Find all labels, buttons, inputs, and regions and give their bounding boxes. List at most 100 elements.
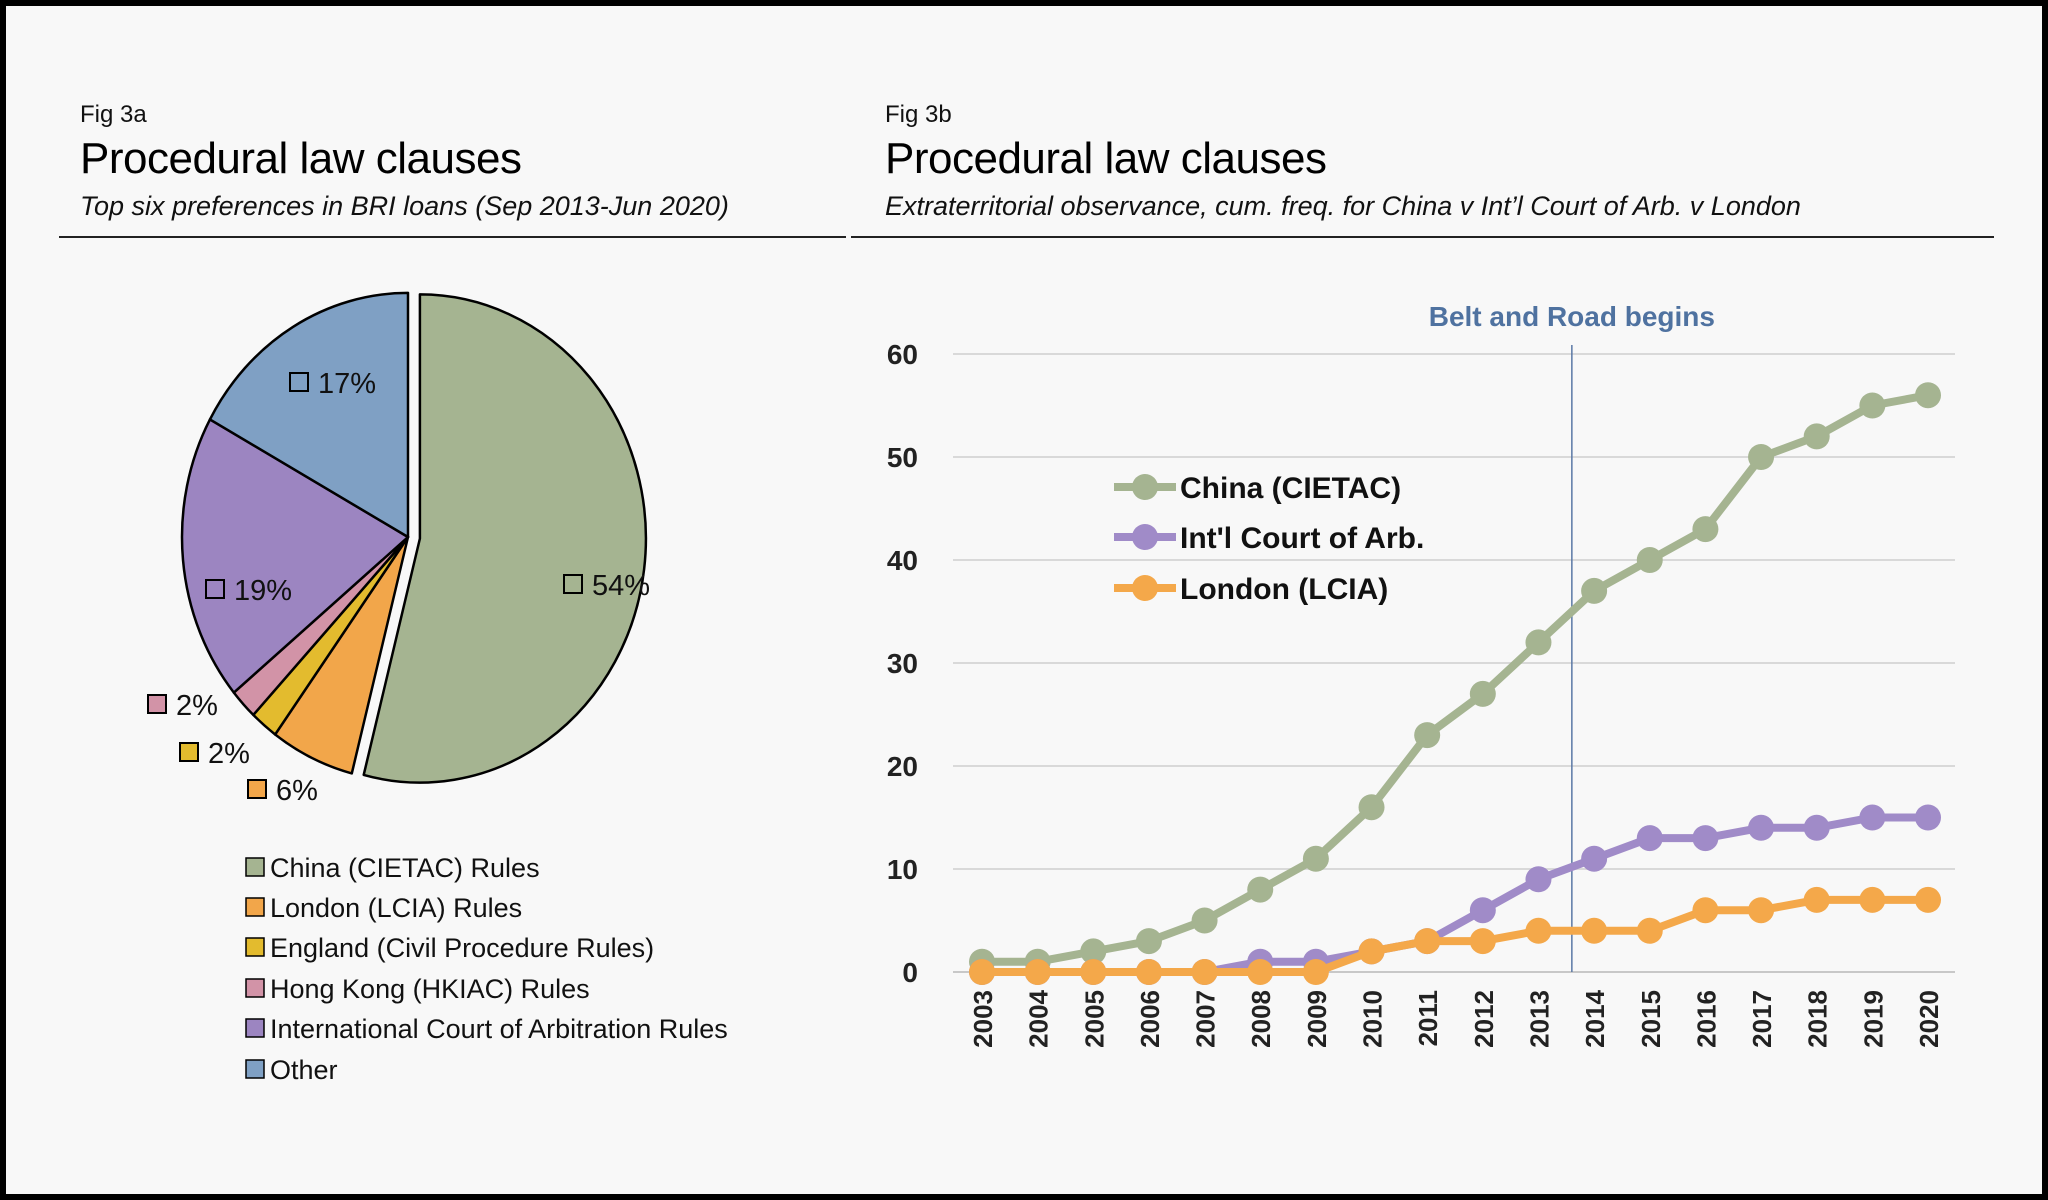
fig-3b-divider xyxy=(851,236,1994,238)
x-tick-label: 2008 xyxy=(1246,990,1276,1048)
data-point xyxy=(1525,629,1552,656)
pie-data-label: 19% xyxy=(234,575,292,607)
x-tick-label: 2012 xyxy=(1469,990,1499,1048)
data-point xyxy=(1469,680,1496,707)
x-tick-label: 2014 xyxy=(1580,989,1610,1047)
legend-entry: International Court of Arbitration Rules xyxy=(270,1014,728,1044)
data-point xyxy=(1525,866,1552,893)
data-label-swatch-icon xyxy=(147,694,167,714)
legend-swatch-icon xyxy=(245,1059,265,1079)
fig-3b-label: Fig 3b xyxy=(885,101,952,128)
data-point xyxy=(1915,804,1941,831)
x-tick-label: 2018 xyxy=(1803,990,1833,1048)
pie-data-label: 54% xyxy=(592,570,650,602)
legend-swatch-icon xyxy=(245,1018,265,1038)
y-tick-label: 10 xyxy=(887,854,918,885)
series-0 xyxy=(969,382,1941,975)
legend-swatch-icon xyxy=(245,857,265,877)
data-point xyxy=(1414,722,1441,749)
legend-entry: Int'l Court of Arb. xyxy=(1180,522,1424,555)
data-point xyxy=(1803,886,1830,913)
data-point xyxy=(1803,814,1830,841)
x-tick-label: 2017 xyxy=(1747,990,1777,1048)
data-point xyxy=(1247,876,1274,903)
legend-entry: England (Civil Procedure Rules) xyxy=(270,933,654,963)
x-tick-label: 2013 xyxy=(1524,990,1554,1048)
data-point xyxy=(1636,547,1663,573)
data-point xyxy=(1191,959,1218,985)
y-tick-label: 0 xyxy=(902,957,918,988)
data-point xyxy=(1080,938,1107,965)
data-point xyxy=(1803,423,1830,450)
data-point xyxy=(1748,897,1775,924)
data-point xyxy=(1915,382,1941,409)
data-point xyxy=(1692,516,1719,543)
x-tick-label: 2009 xyxy=(1302,990,1332,1048)
x-tick-label: 2015 xyxy=(1636,990,1666,1048)
fig-3a-title: Procedural law clauses xyxy=(80,134,522,183)
data-label-swatch-icon xyxy=(247,779,267,799)
data-label-swatch-icon xyxy=(289,372,309,392)
data-point xyxy=(1135,928,1162,955)
fig-3a-subtitle: Top six preferences in BRI loans (Sep 20… xyxy=(80,191,729,221)
data-point xyxy=(1191,907,1218,934)
x-tick-label: 2010 xyxy=(1358,990,1388,1048)
series-line xyxy=(982,391,1929,966)
x-tick-label: 2016 xyxy=(1691,990,1721,1048)
data-point xyxy=(1581,577,1608,604)
x-tick-label: 2020 xyxy=(1914,990,1944,1048)
legend-entry: China (CIETAC) xyxy=(1180,472,1401,505)
x-tick-label: 2004 xyxy=(1024,989,1054,1047)
legend-entry: London (LCIA) xyxy=(1180,573,1388,606)
data-point xyxy=(1636,825,1663,852)
data-point xyxy=(1358,794,1385,821)
data-point xyxy=(1080,959,1107,985)
pie-chart: 54% 6% 2% 2% 19% 17% xyxy=(147,291,650,807)
legend-swatch-icon xyxy=(245,937,265,957)
legend-entry: Other xyxy=(270,1055,338,1085)
data-label-swatch-icon xyxy=(205,579,225,599)
legend-marker-icon xyxy=(1132,524,1158,550)
pie-slice xyxy=(208,291,410,539)
data-label-swatch-icon xyxy=(563,574,583,594)
data-point xyxy=(1748,444,1775,470)
pie-data-label: 2% xyxy=(176,690,218,722)
pie-slice xyxy=(362,293,648,784)
data-point xyxy=(1525,917,1552,944)
data-point xyxy=(1859,392,1886,419)
legend-swatch-icon xyxy=(245,978,265,998)
data-point xyxy=(1581,845,1608,872)
data-point xyxy=(1915,886,1941,913)
pie-data-label: 2% xyxy=(208,738,250,770)
data-point xyxy=(1692,825,1719,852)
data-point xyxy=(1247,959,1274,985)
x-tick-label: 2011 xyxy=(1413,990,1443,1046)
fig-3a-divider xyxy=(59,236,846,238)
data-point xyxy=(1581,917,1608,944)
data-point xyxy=(1358,938,1385,965)
data-point xyxy=(1302,959,1329,985)
annotation-label: Belt and Road begins xyxy=(1429,301,1715,332)
fig-3a-label: Fig 3a xyxy=(80,101,147,128)
data-label-swatch-icon xyxy=(179,742,199,762)
pie-data-label: 17% xyxy=(318,368,376,400)
series-2 xyxy=(969,886,1941,985)
data-point xyxy=(1859,804,1886,831)
fig-3b-title: Procedural law clauses xyxy=(885,134,1327,183)
fig-3b-subtitle: Extraterritorial observance, cum. freq. … xyxy=(885,191,1801,221)
pie-slice xyxy=(180,418,410,694)
line-chart: 0 10 20 30 40 50 60 2003 2004 2005 2006 2007 2008 200… xyxy=(887,301,1955,1048)
pie-data-label: 6% xyxy=(276,775,318,807)
legend-marker-icon xyxy=(1132,474,1158,500)
x-tick-label: 2007 xyxy=(1191,990,1221,1048)
pie-legend: China (CIETAC) Rules London (LCIA) Rules E… xyxy=(245,853,728,1085)
series-line xyxy=(982,895,1928,976)
x-tick-label: 2003 xyxy=(968,990,998,1048)
data-point xyxy=(1302,845,1329,872)
legend-entry: Hong Kong (HKIAC) Rules xyxy=(270,974,590,1004)
x-tick-label: 2006 xyxy=(1135,990,1165,1048)
y-tick-label: 50 xyxy=(887,442,918,473)
legend-entry: London (LCIA) Rules xyxy=(270,893,522,923)
legend-entry: China (CIETAC) Rules xyxy=(270,853,540,883)
